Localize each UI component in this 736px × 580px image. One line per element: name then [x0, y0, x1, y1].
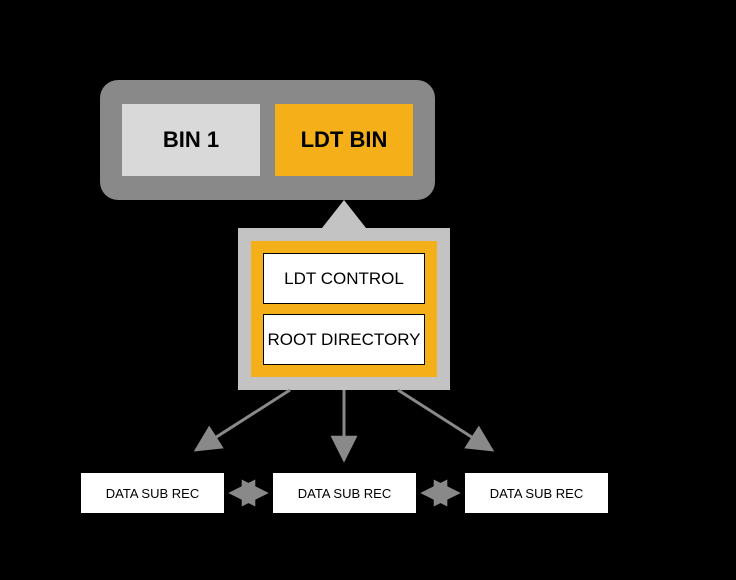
- root-directory-label: ROOT DIRECTORY: [267, 330, 420, 350]
- data-sub-rec-1: DATA SUB REC: [80, 472, 225, 514]
- ldt-bin-box: LDT BIN: [275, 104, 413, 176]
- ldt-control-label: LDT CONTROL: [284, 269, 404, 289]
- data-sub-rec-1-label: DATA SUB REC: [106, 486, 199, 501]
- bin1-box: BIN 1: [122, 104, 260, 176]
- data-sub-rec-2-label: DATA SUB REC: [298, 486, 391, 501]
- data-sub-rec-2: DATA SUB REC: [272, 472, 417, 514]
- ldt-bin-label: LDT BIN: [301, 127, 388, 153]
- mid-inner-box: LDT CONTROL ROOT DIRECTORY: [251, 241, 437, 377]
- data-sub-rec-3-label: DATA SUB REC: [490, 486, 583, 501]
- ldt-control-box: LDT CONTROL: [263, 253, 425, 304]
- data-sub-rec-3: DATA SUB REC: [464, 472, 609, 514]
- ldt-diagram: BIN 1 LDT BIN LDT CONTROL ROOT DIRECTORY…: [0, 0, 736, 580]
- bin1-label: BIN 1: [163, 127, 219, 153]
- root-directory-box: ROOT DIRECTORY: [263, 314, 425, 365]
